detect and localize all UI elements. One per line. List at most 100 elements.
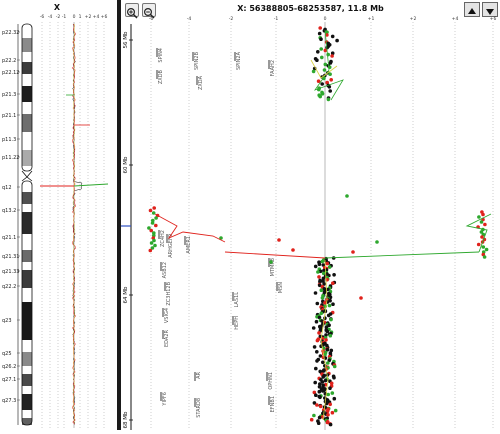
ideogram-band bbox=[22, 386, 32, 394]
probe-data-point bbox=[320, 259, 325, 264]
probe-data-point bbox=[317, 385, 322, 389]
probe-data-point bbox=[323, 382, 328, 387]
probe-data-point bbox=[324, 338, 328, 342]
probe-data-point bbox=[328, 351, 333, 356]
probe-data-point bbox=[323, 417, 328, 421]
probe-data-point bbox=[318, 369, 322, 374]
probe-data-point bbox=[321, 340, 326, 345]
gene-label: AR bbox=[196, 371, 202, 378]
probe-data-point bbox=[309, 417, 314, 422]
probe-data-point bbox=[312, 345, 317, 349]
probe-data-point bbox=[319, 47, 323, 51]
probe-data-point bbox=[328, 353, 333, 358]
probe-data-point bbox=[321, 385, 325, 390]
probe-data-point bbox=[482, 255, 487, 259]
left-scale-tick: -4 bbox=[48, 14, 53, 20]
probe-data-point bbox=[317, 314, 321, 318]
probe-data-point bbox=[326, 366, 330, 370]
probe-data-point bbox=[322, 290, 327, 295]
right-scale-tick: +1 bbox=[368, 16, 375, 22]
probe-data-point bbox=[321, 360, 325, 365]
probe-data-point bbox=[315, 350, 319, 354]
probe-data-point bbox=[318, 354, 323, 358]
probe-data-point bbox=[320, 340, 325, 344]
probe-data-point bbox=[148, 248, 153, 253]
probe-data-point bbox=[480, 235, 484, 239]
scroll-down-button[interactable] bbox=[482, 2, 498, 17]
probe-data-point bbox=[328, 284, 333, 288]
probe-data-point bbox=[321, 279, 325, 283]
probe-data-point bbox=[318, 280, 322, 284]
probe-data-point bbox=[325, 300, 330, 304]
deletion-segment-line bbox=[224, 251, 326, 259]
scroll-up-button[interactable] bbox=[464, 2, 480, 17]
probe-data-point bbox=[479, 230, 484, 234]
probe-data-point bbox=[479, 220, 484, 224]
probe-data-point bbox=[327, 65, 332, 69]
probe-data-point bbox=[325, 30, 329, 34]
probe-data-point bbox=[324, 418, 329, 423]
chromosome-overview-plot[interactable]: -6 -4 -2 -1 0 1 +2 +4 +6 p22.32 p22.2 p22.12 p21.3 p… bbox=[0, 0, 117, 430]
probe-data-point bbox=[323, 350, 328, 355]
probe-data-point bbox=[323, 356, 328, 360]
probe-data-point bbox=[326, 287, 330, 292]
probe-data-point bbox=[328, 357, 332, 361]
probe-data-point bbox=[332, 364, 337, 369]
probe-data-point bbox=[330, 51, 335, 55]
left-moving-average-trace bbox=[72, 23, 76, 424]
probe-data-point bbox=[328, 295, 333, 300]
probe-data-point bbox=[314, 393, 318, 398]
probe-data-point bbox=[147, 226, 151, 230]
probe-data-point bbox=[325, 416, 329, 421]
probe-data-point bbox=[325, 277, 329, 282]
ideogram-band bbox=[22, 192, 32, 204]
probe-data-point bbox=[318, 382, 322, 386]
probe-data-point bbox=[332, 273, 336, 277]
probe-data-point bbox=[325, 33, 329, 37]
probe-data-point bbox=[321, 375, 325, 379]
probe-data-point bbox=[332, 359, 336, 364]
probe-data-point bbox=[326, 261, 331, 265]
probe-data-point bbox=[481, 252, 486, 257]
probe-data-point bbox=[315, 338, 320, 343]
probe-data-point bbox=[327, 323, 331, 328]
probe-data-point bbox=[321, 349, 325, 353]
probe-data-point bbox=[318, 324, 322, 329]
probe-data-point bbox=[321, 355, 326, 360]
probe-data-point bbox=[324, 270, 329, 275]
probe-data-point bbox=[152, 206, 156, 210]
gene-label: YIPF6 bbox=[162, 392, 168, 407]
probe-data-point bbox=[317, 282, 322, 287]
probe-data-point bbox=[313, 380, 317, 385]
probe-data-point bbox=[325, 80, 329, 85]
probe-data-point bbox=[480, 210, 484, 214]
probe-data-point bbox=[317, 260, 321, 265]
probe-data-point bbox=[322, 268, 326, 273]
right-scale-tick: +2 bbox=[410, 16, 417, 22]
probe-data-point bbox=[329, 263, 333, 268]
probe-data-point bbox=[482, 237, 487, 242]
probe-data-point bbox=[325, 45, 329, 50]
right-scale-tick: -1 bbox=[274, 16, 279, 22]
probe-data-point bbox=[313, 57, 318, 61]
probe-data-point bbox=[318, 404, 323, 409]
probe-data-point bbox=[318, 334, 323, 339]
probe-data-point bbox=[320, 370, 324, 374]
gene-label: VSIG4 bbox=[164, 308, 170, 323]
probe-data-point bbox=[329, 384, 334, 388]
ideogram-band bbox=[22, 262, 32, 270]
probe-data-point bbox=[316, 357, 321, 362]
gene-marker bbox=[160, 392, 162, 401]
gene-label: OPHN1 bbox=[268, 372, 274, 390]
probe-data-point bbox=[323, 257, 328, 262]
zoom-out-button[interactable] bbox=[142, 3, 156, 19]
gene-label: SPIN2A bbox=[236, 51, 242, 70]
zoom-in-button[interactable] bbox=[125, 3, 139, 19]
probe-data-point bbox=[327, 371, 331, 376]
probe-data-point bbox=[329, 59, 333, 64]
probe-data-point bbox=[324, 367, 328, 372]
probe-data-point bbox=[321, 408, 326, 412]
probe-data-point bbox=[481, 212, 485, 217]
chromosome-band-label: p22.2 bbox=[2, 58, 16, 64]
probe-data-point bbox=[481, 250, 486, 254]
